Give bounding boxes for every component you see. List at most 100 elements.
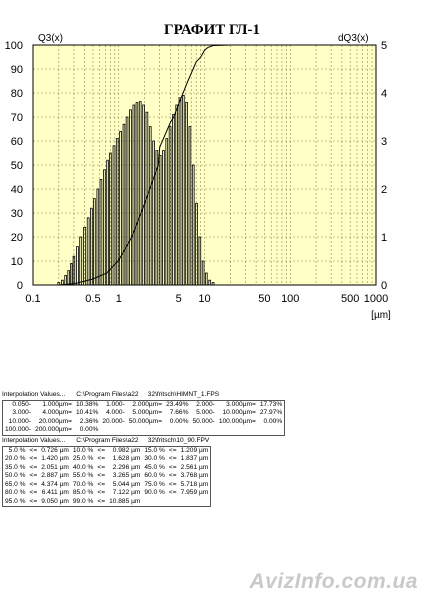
table-cell: <= (97, 480, 106, 488)
table-cell: 50.0 % (5, 472, 26, 479)
table-cell: 5.0 % (8, 446, 26, 454)
table-cell: <= (97, 489, 106, 496)
y-left-tick-label: 80 (11, 88, 23, 100)
y-right-tick-label: 1 (381, 232, 387, 244)
table-cell: 65.0 % (5, 480, 26, 488)
table-cell: 80.0 % (5, 489, 26, 496)
table-cell: 2.36% (79, 417, 99, 425)
table-cell: <= (168, 472, 177, 479)
table-cell: 99.0 % (72, 497, 94, 505)
table-cell: 7.959 µm (180, 489, 209, 496)
table-cell: 10.0 % (72, 446, 94, 454)
table-cell (164, 426, 190, 435)
table-cell: 100.000- (5, 426, 32, 433)
table-cell (179, 498, 211, 507)
y-right-tick-label: 3 (381, 136, 387, 148)
table-cell: <= (168, 489, 177, 496)
plot-frame (32, 44, 377, 286)
table-cell: 4.374 µm (41, 480, 69, 488)
table-cell: 90.0 % (144, 489, 165, 496)
table-row: 80.0 % <= 6.411 µm 85.0 % <= 7.122 µm 90.0 % <=… (3, 489, 211, 498)
table-row: 95.0 % <= 9.050 µm 99.0 % <= 10.885 µm (3, 498, 211, 507)
table-cell: <= (97, 463, 106, 471)
table-cell: 0.00% (79, 426, 99, 433)
y-left-tick-label: 30 (11, 208, 23, 220)
table-cell: 50.000µm= (128, 417, 163, 425)
table-cell: 27.97% (259, 409, 283, 416)
table-row: 20.0 % <= 1.420 µm 25.0 % <= 1.628 µm 30.0 % <=… (3, 455, 211, 464)
table-cell: 35.0 % (5, 463, 26, 471)
table-cell: 40.0 % (72, 463, 94, 471)
table-cell: 23.49% (166, 400, 189, 408)
x-tick-label: 1 (116, 293, 122, 305)
y-left-tick-labels: 0 10 20 30 40 50 60 70 80 90 100 (5, 40, 23, 292)
table-cell: <= (97, 446, 106, 454)
table-cell: 2.051 µm (41, 463, 69, 471)
table-cell: 200.000µm= (35, 426, 73, 433)
table-cell: 9.050 µm (41, 497, 69, 505)
y-right-tick-label: 0 (381, 280, 387, 292)
table-cell: 1.420 µm (41, 455, 69, 462)
x-axis-unit-label: [µm] (371, 310, 391, 321)
table-cell: 60.0 % (144, 472, 165, 479)
chart-title: ГРАФИТ ГЛ-1 (164, 22, 260, 38)
table-cell: <= (29, 497, 38, 505)
watermark: AvizInfo.com.ua (249, 570, 418, 593)
y-left-tick-label: 60 (11, 136, 23, 148)
table-cell (142, 498, 167, 507)
x-tick-label: 50 (258, 293, 270, 305)
table-percentiles-header: Interpolation Values... C:\Program Files… (2, 437, 210, 444)
y-left-tick-label: 50 (11, 160, 23, 172)
table-row: 5.0 % <= 0.726 µm 10.0 % <= 0.982 µm 15.0 % <= 1… (3, 446, 211, 455)
x-tick-label: 0.5 (85, 293, 100, 305)
y-right-axis-label: dQ3(x) (338, 33, 369, 44)
table-cell (217, 426, 258, 435)
table-cell: <= (29, 480, 38, 488)
x-tick-label: 5 (176, 293, 182, 305)
y-left-tick-label: 10 (11, 256, 23, 268)
table-cell: 30.0 % (144, 455, 165, 462)
table-cell: 15.0 % (144, 446, 165, 454)
table-cell (100, 426, 126, 435)
cumulative-curve (58, 44, 376, 286)
y-right-tick-label: 4 (381, 88, 387, 100)
table-cell: <= (168, 455, 177, 462)
table-cell (127, 426, 164, 435)
table-cell: 2.887 µm (41, 472, 69, 479)
table-cell: 7.122 µm (112, 489, 141, 496)
x-tick-label: 500 (341, 293, 359, 305)
table-cell: 45.0 % (144, 463, 165, 471)
table-cell: <= (29, 446, 38, 454)
table-row: 100.000- 200.000µm= 0.00% (3, 426, 285, 435)
table-cell: 10.000µm= (222, 409, 256, 416)
table-cell (258, 426, 285, 435)
table-cell: <= (97, 497, 106, 505)
table-cell: 10.000- (8, 417, 32, 425)
table-cell: 4.000- (106, 409, 125, 416)
table-cell: 85.0 % (72, 489, 94, 496)
table-cell: 2.561 µm (180, 463, 209, 471)
table-cell: 20.000µm= (38, 417, 73, 425)
table-cell: 70.0 % (72, 480, 94, 488)
table-cell: <= (29, 472, 38, 479)
table-cell: 5.000- (196, 409, 215, 416)
table-cell: 1.000- (106, 400, 125, 408)
table-cell: 17.73% (259, 400, 283, 408)
table-cell: 1.209 µm (180, 446, 209, 454)
table-row: 35.0 % <= 2.051 µm 40.0 % <= 2.296 µm 45.0 % <=… (3, 464, 211, 473)
table-cell: <= (29, 463, 38, 471)
y-left-tick-label: 90 (11, 64, 23, 76)
y-right-tick-label: 2 (381, 184, 387, 196)
table-cell: 3.768 µm (180, 472, 209, 479)
table-cell: 2.296 µm (112, 463, 141, 471)
x-tick-label: 10 (198, 293, 210, 305)
table-cell: <= (97, 455, 106, 462)
y-left-tick-label: 40 (11, 184, 23, 196)
table-cell: 10.41% (76, 409, 99, 416)
table-cell: <= (168, 446, 177, 454)
table-row: 0.050- 1.000µm= 10.38% 1.000- 2.000µm= 23.49%… (3, 400, 285, 409)
table-cell: 50.000- (192, 417, 215, 425)
y-right-tick-labels: 0 1 2 3 4 5 (381, 40, 387, 292)
table-cell: 0.050- (12, 400, 32, 408)
table-cell: 25.0 % (72, 455, 94, 462)
